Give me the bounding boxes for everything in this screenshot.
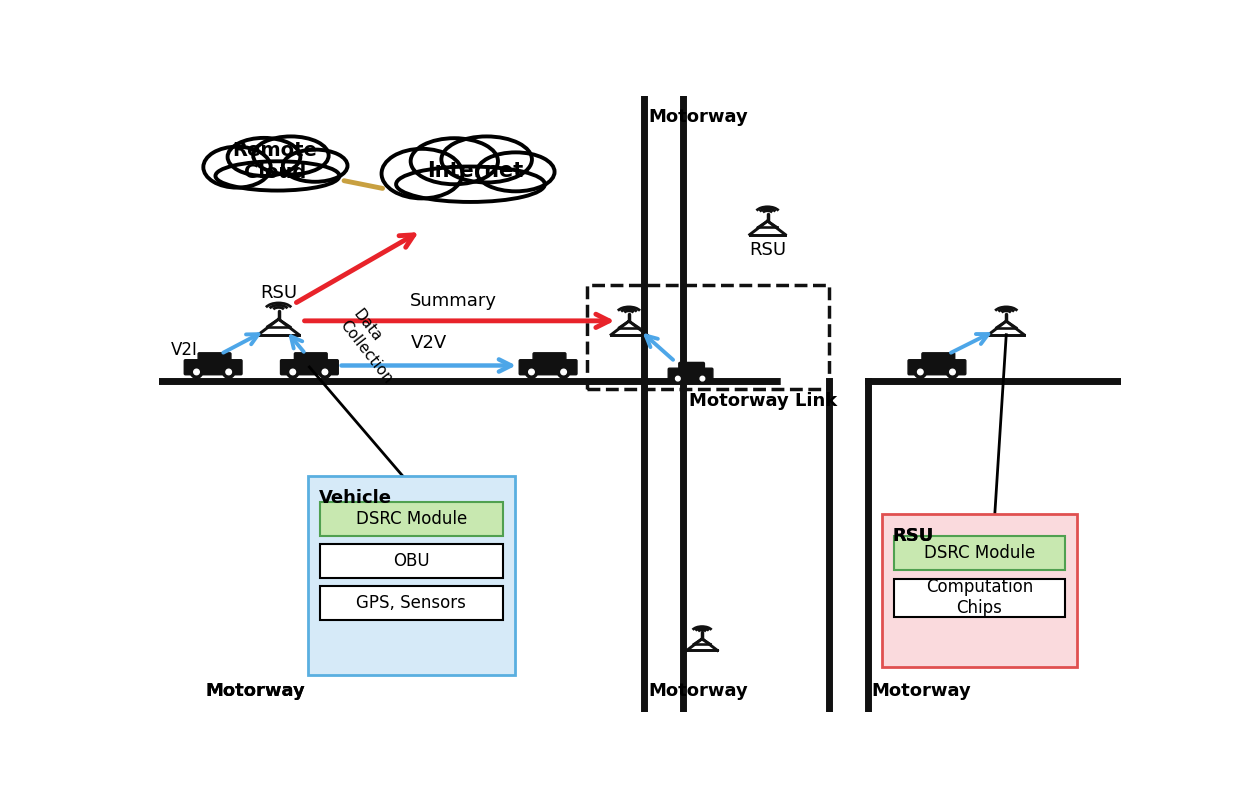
Circle shape [557, 366, 570, 378]
Ellipse shape [227, 138, 300, 176]
Bar [587, 285, 829, 389]
Ellipse shape [381, 149, 462, 198]
Circle shape [673, 374, 683, 384]
FancyBboxPatch shape [307, 476, 515, 675]
Circle shape [914, 366, 927, 378]
Circle shape [561, 369, 566, 374]
FancyBboxPatch shape [185, 360, 242, 374]
Text: Summary: Summary [410, 292, 497, 310]
Text: V2I: V2I [171, 341, 197, 359]
Circle shape [697, 374, 708, 384]
Circle shape [528, 369, 535, 374]
Text: RSU: RSU [260, 284, 297, 302]
FancyBboxPatch shape [533, 353, 566, 364]
Circle shape [226, 369, 231, 374]
Text: V2V: V2V [411, 334, 447, 352]
Text: Computation
Chips: Computation Chips [926, 578, 1033, 617]
Text: Motorway: Motorway [205, 682, 305, 701]
Text: Motorway: Motorway [872, 682, 972, 701]
Circle shape [222, 366, 235, 378]
Circle shape [701, 376, 704, 381]
Circle shape [194, 369, 200, 374]
Text: DSRC Module: DSRC Module [924, 544, 1035, 562]
Text: Motorway: Motorway [648, 107, 748, 126]
Text: RSU: RSU [892, 527, 933, 546]
FancyBboxPatch shape [199, 353, 231, 364]
Circle shape [947, 366, 959, 378]
Circle shape [190, 366, 202, 378]
FancyBboxPatch shape [882, 514, 1077, 667]
Text: Internet: Internet [427, 162, 523, 182]
Circle shape [290, 369, 296, 374]
FancyBboxPatch shape [668, 368, 713, 381]
Ellipse shape [441, 137, 532, 182]
FancyBboxPatch shape [295, 353, 327, 364]
Text: GPS, Sensors: GPS, Sensors [356, 594, 466, 613]
FancyBboxPatch shape [320, 502, 502, 536]
Ellipse shape [477, 152, 555, 191]
FancyBboxPatch shape [281, 360, 338, 374]
Circle shape [676, 376, 681, 381]
FancyBboxPatch shape [922, 353, 954, 364]
Circle shape [322, 369, 327, 374]
FancyBboxPatch shape [894, 537, 1064, 570]
Ellipse shape [216, 162, 340, 190]
FancyBboxPatch shape [320, 586, 502, 620]
FancyBboxPatch shape [894, 578, 1064, 617]
Circle shape [949, 369, 955, 374]
Text: Motorway: Motorway [205, 682, 305, 701]
Circle shape [526, 366, 538, 378]
Circle shape [918, 369, 923, 374]
Ellipse shape [411, 138, 498, 184]
FancyBboxPatch shape [520, 360, 577, 374]
Ellipse shape [204, 146, 271, 188]
Text: OBU: OBU [393, 552, 430, 570]
Text: Remote
Cloud: Remote Cloud [232, 141, 317, 182]
FancyBboxPatch shape [320, 544, 502, 578]
Ellipse shape [396, 166, 545, 202]
Text: RSU: RSU [749, 241, 786, 258]
Text: Data
Collection: Data Collection [336, 306, 408, 386]
FancyBboxPatch shape [908, 360, 965, 374]
Ellipse shape [254, 137, 328, 174]
Ellipse shape [282, 150, 347, 182]
Circle shape [318, 366, 331, 378]
Text: Vehicle: Vehicle [318, 489, 392, 506]
Circle shape [286, 366, 299, 378]
FancyBboxPatch shape [678, 362, 704, 372]
Text: Motorway Link: Motorway Link [689, 393, 837, 410]
Text: RSU: RSU [892, 527, 933, 546]
Text: Motorway: Motorway [648, 682, 748, 701]
Text: DSRC Module: DSRC Module [356, 510, 467, 528]
